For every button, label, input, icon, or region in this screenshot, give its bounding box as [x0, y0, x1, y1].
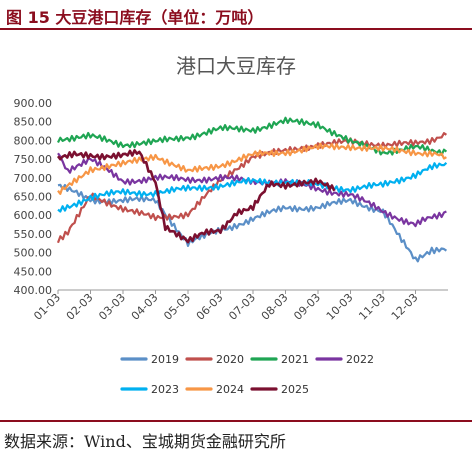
y-tick-label: 850.00	[14, 116, 53, 129]
series-line-2025	[56, 149, 336, 244]
series-line-2023	[57, 162, 448, 213]
x-tick-label: 02-03	[64, 291, 96, 323]
source-note: 数据来源：Wind、宝城期货金融研究所	[4, 432, 286, 451]
y-axis: 400.00 450.00 500.00 550.00 600.00 650.00 700.…	[14, 97, 53, 297]
y-tick-label: 500.00	[14, 247, 53, 260]
y-tick-label: 450.00	[14, 265, 53, 278]
y-tick-label: 400.00	[14, 284, 53, 297]
y-tick-label: 700.00	[14, 172, 53, 185]
legend-label-2023: 2023	[151, 383, 179, 396]
x-tick-label: 05-03	[161, 291, 193, 323]
header-divider	[0, 28, 472, 30]
x-tick-label: 12-03	[389, 291, 421, 323]
y-tick-label: 650.00	[14, 191, 53, 204]
legend-label-2020: 2020	[216, 353, 244, 366]
legend-label-2025: 2025	[281, 383, 309, 396]
series-line-2019	[57, 183, 448, 263]
legend-label-2024: 2024	[216, 383, 244, 396]
line-chart: 400.00 450.00 500.00 550.00 600.00 650.00 700.…	[14, 97, 448, 396]
legend: 2019 2020 2021 2022 2023 2024 2025	[120, 353, 374, 396]
x-tick-label: 10-03	[324, 291, 356, 323]
x-tick-label: 03-03	[96, 291, 128, 323]
x-axis: 01-03 02-03 03-03 04-03 05-03 06-03 07-03 08-03…	[31, 289, 448, 323]
y-tick-label: 800.00	[14, 134, 53, 147]
series-line-2024	[57, 142, 447, 195]
y-tick-label: 900.00	[14, 97, 53, 110]
legend-label-2022: 2022	[346, 353, 374, 366]
x-tick-label: 08-03	[259, 291, 291, 323]
legend-label-2019: 2019	[151, 353, 179, 366]
plot-area	[56, 116, 448, 263]
y-tick-label: 550.00	[14, 228, 53, 241]
x-tick-label: 06-03	[194, 291, 226, 323]
x-tick-label: 09-03	[291, 291, 323, 323]
x-tick-label: 11-03	[356, 291, 388, 323]
y-tick-label: 600.00	[14, 209, 53, 222]
x-tick-label: 07-03	[226, 291, 258, 323]
series-line-2021	[57, 116, 448, 156]
figure-header: 图 15 大豆港口库存（单位：万吨）	[0, 0, 472, 30]
chart-title: 港口大豆库存	[176, 54, 296, 78]
figure-title: 图 15 大豆港口库存（单位：万吨）	[6, 8, 264, 27]
source-divider	[0, 420, 472, 422]
y-tick-label: 750.00	[14, 153, 53, 166]
legend-label-2021: 2021	[281, 353, 309, 366]
x-tick-label: 04-03	[129, 291, 161, 323]
